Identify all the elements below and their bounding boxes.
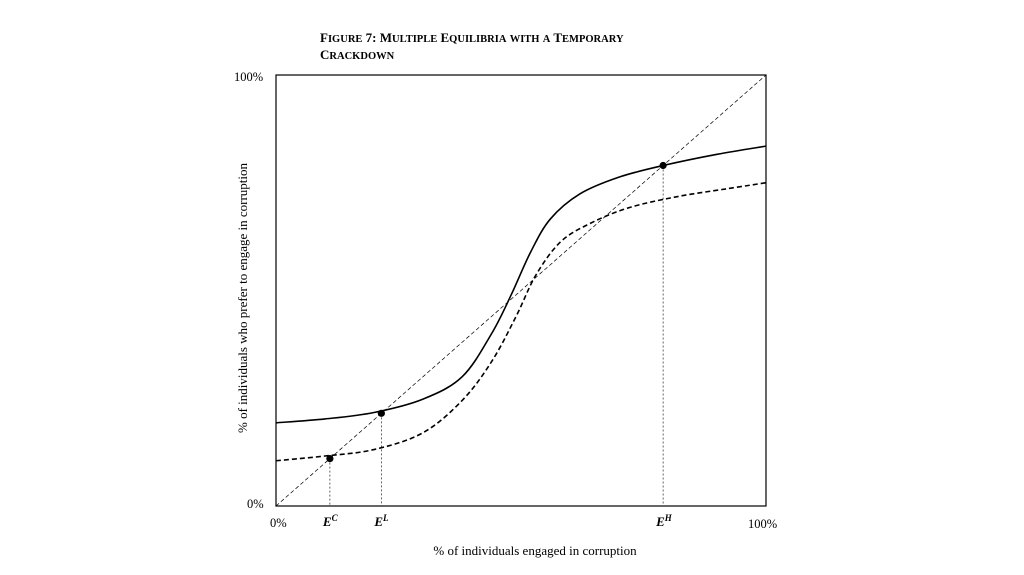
equilibrium-labels: EC EL EH [322, 513, 673, 529]
equilibrium-label-ec: EC [322, 513, 339, 529]
y-max-label: 100% [234, 70, 263, 84]
figure-title-line-2: CRACKDOWN [320, 47, 395, 62]
y-axis-label: % of individuals who prefer to engage in… [235, 162, 250, 433]
dashed-curve [275, 181, 767, 462]
equilibrium-point-ec [326, 454, 334, 463]
x-max-label: 100% [748, 517, 777, 531]
equilibrium-point-el [377, 409, 385, 417]
plot-frame [275, 74, 767, 507]
equilibrium-label-eh: EH [655, 513, 673, 529]
solid-curve [275, 145, 767, 424]
x-min-label: 0% [270, 516, 287, 530]
forty-five-degree-line [275, 74, 767, 507]
x-axis-label: % of individuals engaged in corruption [433, 543, 637, 558]
plot-area [275, 74, 767, 507]
equilibrium-point-eh [659, 161, 667, 170]
y-min-label: 0% [247, 497, 264, 511]
equilibrium-label-el: EL [373, 513, 389, 529]
figure-title-line-1: FIGURE 7: MULTIPLE EQUILIBRIA WITH A TEM… [320, 30, 624, 45]
